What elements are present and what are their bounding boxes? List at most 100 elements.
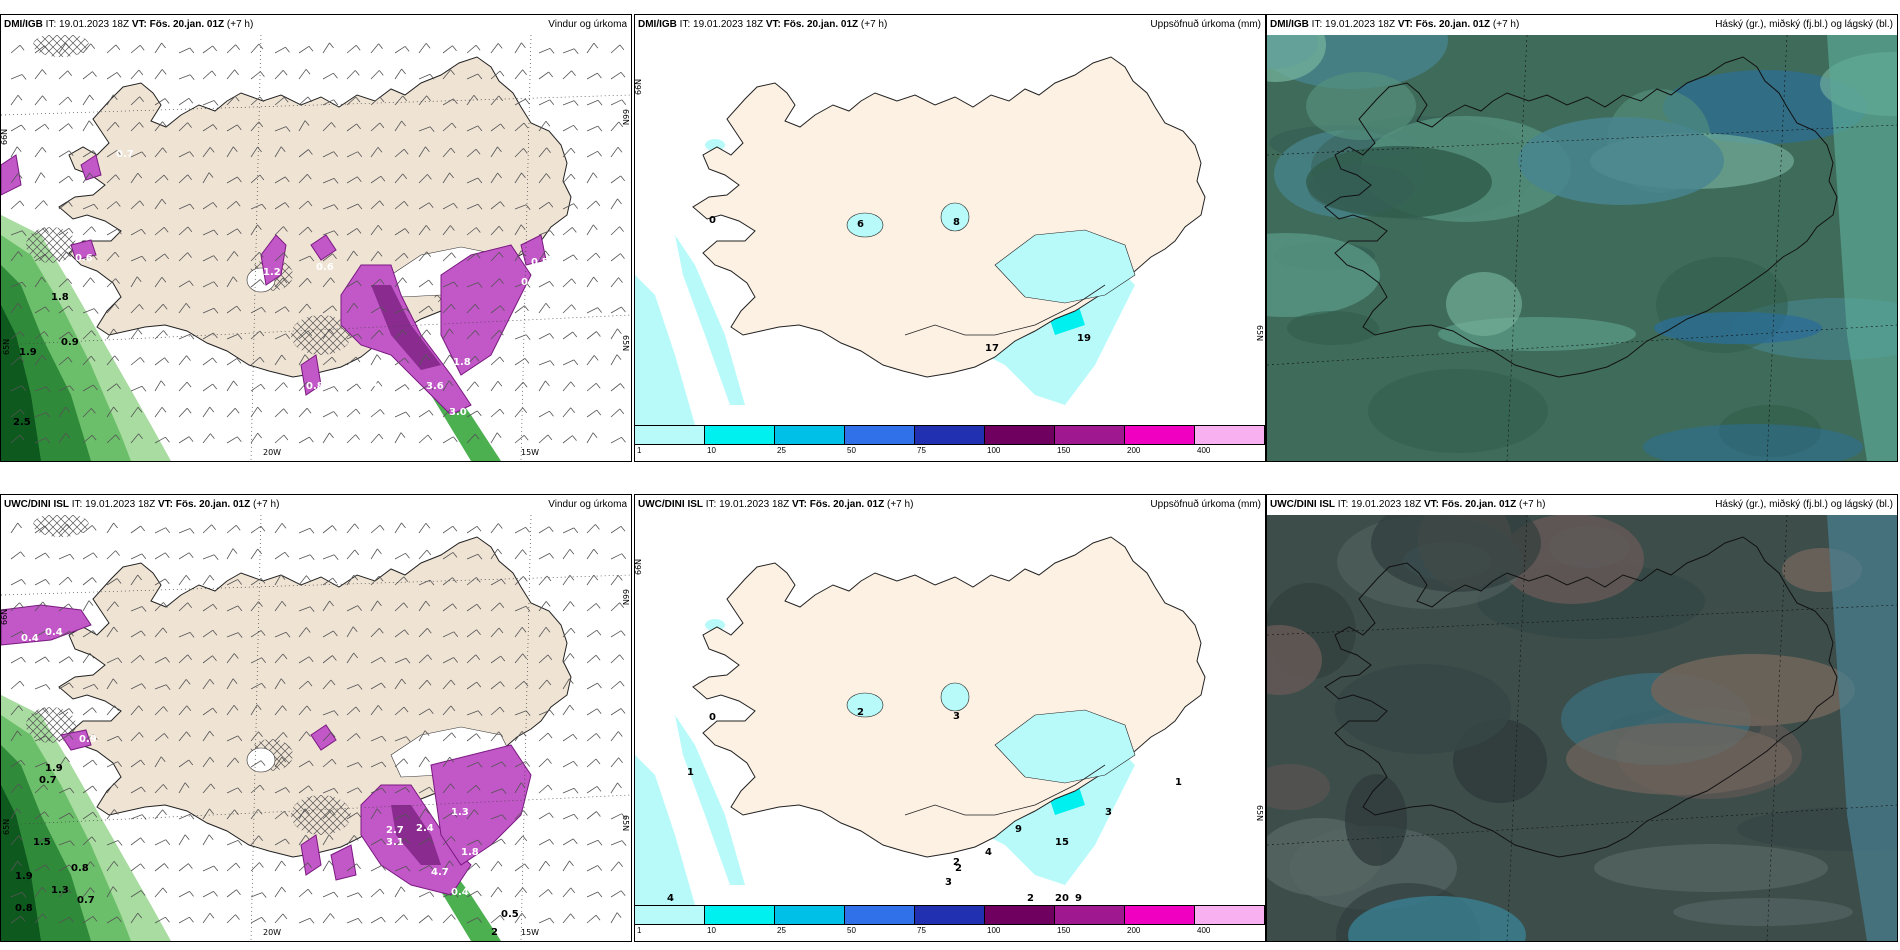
colorbar-tick-label: 150 — [1057, 926, 1071, 935]
valid-time: Fös. 20.jan. 01Z — [149, 19, 225, 30]
precip-value-label: 3 — [953, 711, 960, 722]
panel-header: UWC/DINI ISL IT: 19.01.2023 18Z VT: Fös.… — [1, 495, 631, 515]
colorbar-segment — [985, 906, 1055, 924]
axis-label: 15W — [521, 928, 539, 937]
valid-time-label: VT: — [1423, 499, 1439, 510]
precip-value-label: 4 — [985, 847, 992, 858]
precip-value-label: 0.8 — [15, 903, 33, 914]
axis-label: 66N — [621, 589, 630, 605]
precip-value-label: 0 — [709, 712, 716, 723]
cloud-cover-map — [1267, 515, 1897, 941]
precip-value-label: 6 — [857, 219, 864, 230]
graticule — [1267, 35, 1897, 461]
product-title: Uppsöfnuð úrkoma (mm) — [1150, 499, 1261, 510]
model-name: DMI/IGB — [1270, 19, 1309, 30]
panel-header: DMI/IGB IT: 19.01.2023 18Z VT: Fös. 20.j… — [635, 15, 1265, 35]
colorbar-segment — [1125, 906, 1195, 924]
precip-value-label: 1.9 — [19, 347, 37, 358]
colorbar-segment — [915, 426, 985, 444]
axis-label: 66N — [635, 559, 643, 575]
precip-value-label: 1 — [1175, 777, 1182, 788]
precip-magenta-area — [1, 154, 547, 416]
valid-time-label: VT: — [791, 499, 807, 510]
map-panel-p2: DMI/IGB IT: 19.01.2023 18Z VT: Fös. 20.j… — [634, 14, 1266, 462]
axis-label: 65N — [1255, 805, 1264, 821]
product-title: Háský (gr.), miðský (fj.bl.) og lágský (… — [1715, 19, 1893, 30]
precip-value-label: 0.8 — [71, 863, 89, 874]
colorbar-segment — [705, 426, 775, 444]
colorbar-segment — [635, 426, 705, 444]
valid-time: Fös. 20.jan. 01Z — [809, 499, 885, 510]
cloud-cover-map — [1267, 35, 1897, 461]
colorbar-tick-label: 75 — [917, 446, 926, 455]
panel-header: DMI/IGB IT: 19.01.2023 18Z VT: Fös. 20.j… — [1267, 15, 1897, 35]
colorbar-segment — [1055, 426, 1125, 444]
init-time: 19.01.2023 18Z — [719, 499, 790, 510]
glacier-outline — [940, 202, 970, 232]
axis-label: 65N — [2, 819, 11, 835]
precip-value-label: 1.9 — [45, 763, 63, 774]
precip-value-label: 1 — [687, 767, 694, 778]
precip-value-label: 1.8 — [461, 847, 479, 858]
precip-value-label: 1.3 — [451, 807, 469, 818]
colorbar-segment — [915, 906, 985, 924]
colorbar-tick-label: 400 — [1197, 446, 1211, 455]
precip-value-label: 0.5 — [531, 257, 549, 268]
iceland-outline — [1324, 536, 1838, 858]
precip-value-label: 0.4 — [45, 627, 63, 638]
init-time-label: IT: — [71, 499, 83, 510]
init-time-label: IT: — [679, 19, 691, 30]
map-panel-p3: DMI/IGB IT: 19.01.2023 18Z VT: Fös. 20.j… — [1266, 14, 1898, 462]
precip-value-label: 3.1 — [386, 837, 404, 848]
colorbar-segment — [1195, 426, 1265, 444]
precip-value-label: 2 — [1027, 893, 1034, 904]
precip-value-label: 1.2 — [263, 267, 281, 278]
precip-value-label: 0.4 — [521, 277, 539, 288]
axis-label: 20W — [263, 928, 281, 937]
lead-time: (+7 h) — [1492, 19, 1520, 30]
precip-value-label: 1.9 — [15, 871, 33, 882]
init-time: 19.01.2023 18Z — [85, 499, 156, 510]
glacier-outline — [940, 682, 970, 712]
axis-label: 66N — [1, 129, 9, 145]
precip-value-label: 3.6 — [426, 381, 444, 392]
model-name: UWC/DINI ISL — [638, 499, 703, 510]
colorbar-tick-label: 1 — [637, 926, 642, 935]
model-name: DMI/IGB — [4, 19, 43, 30]
precip-colorbar: 1 10 25 50 75 100 150 200 400 — [635, 425, 1265, 461]
colorbar-tick-label: 50 — [847, 926, 856, 935]
map-panel-p6: UWC/DINI ISL IT: 19.01.2023 18Z VT: Fös.… — [1266, 494, 1898, 942]
init-time: 19.01.2023 18Z — [1325, 19, 1396, 30]
colorbar-segment — [775, 426, 845, 444]
colorbar-tick-label: 200 — [1127, 926, 1141, 935]
colorbar-tick-label: 25 — [777, 926, 786, 935]
wind-barbs — [10, 42, 627, 444]
lead-time: (+7 h) — [860, 19, 888, 30]
init-time: 19.01.2023 18Z — [1351, 499, 1422, 510]
product-title: Vindur og úrkoma — [548, 19, 627, 30]
precip-value-label: 19 — [1077, 333, 1091, 344]
map-panel-p4: UWC/DINI ISL IT: 19.01.2023 18Z VT: Fös.… — [0, 494, 632, 942]
wind-precip-map: 66N 65N 20W 15W 66N 65N 0.7 0.6 1.2 0.6 0.8 4.0 3.6 3… — [1, 35, 631, 461]
coast-line — [904, 764, 1106, 816]
init-time: 19.01.2023 18Z — [693, 19, 764, 30]
init-time-label: IT: — [1337, 499, 1349, 510]
map-panel-p1: DMI/IGB IT: 19.01.2023 18Z VT: Fös. 20.j… — [0, 14, 632, 462]
cloud-layers — [1267, 515, 1897, 941]
precip-value-label: 0.4 — [21, 633, 39, 644]
glacier-outline — [846, 212, 884, 238]
coast-line — [904, 284, 1106, 336]
precip-value-label: 1.5 — [33, 837, 51, 848]
precip-value-label: 4.0 — [371, 379, 389, 390]
precip-value-label: 1.8 — [453, 357, 471, 368]
colorbar-tick-label: 200 — [1127, 446, 1141, 455]
panel-header: UWC/DINI ISL IT: 19.01.2023 18Z VT: Fös.… — [1267, 495, 1897, 515]
precip-value-label: 0.6 — [316, 262, 334, 273]
colorbar-segment — [705, 906, 775, 924]
init-time-label: IT: — [1311, 19, 1323, 30]
panel-header: UWC/DINI ISL IT: 19.01.2023 18Z VT: Fös.… — [635, 495, 1265, 515]
axis-label: 65N — [1255, 325, 1264, 341]
product-title: Vindur og úrkoma — [548, 499, 627, 510]
accumulated-precip-map: 66N 65N 0 6 8 17 19 — [635, 35, 1265, 425]
precip-value-label: 3 — [945, 877, 952, 888]
